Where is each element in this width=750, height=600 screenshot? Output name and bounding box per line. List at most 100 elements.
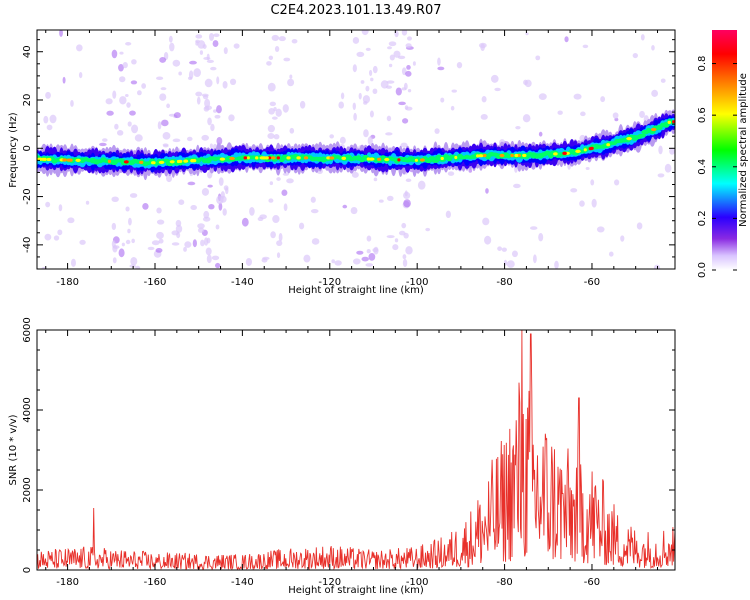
spectral-blob (524, 79, 532, 88)
spectral-blob (131, 59, 137, 65)
spectral-blob (119, 76, 126, 83)
x-tick-label: -120 (318, 577, 341, 588)
spectral-blob (405, 246, 413, 255)
spectral-blob (352, 64, 357, 73)
spectral-blob (417, 180, 426, 190)
spectral-blob (596, 226, 605, 233)
spectral-blob (497, 246, 503, 251)
spectral-blob (127, 228, 131, 234)
spectral-blob (490, 74, 499, 83)
spectral-blob (361, 30, 369, 36)
spectral-blob (484, 235, 492, 245)
spectral-blob (116, 130, 124, 136)
spectral-blob (590, 179, 595, 186)
ridge-peak (178, 159, 183, 163)
ridge-peak (626, 137, 632, 141)
colorbar-ticks: 0.0 0.2 0.4 0.6 0.8 (697, 56, 737, 278)
spectral-blob (511, 250, 518, 258)
spectral-blob (515, 125, 521, 130)
spectral-blob (276, 252, 281, 259)
spectral-blob (213, 33, 220, 38)
spectral-blob (125, 93, 129, 97)
spectral-blob (351, 171, 359, 178)
spectral-blob (168, 35, 173, 43)
spectral-blob (184, 241, 192, 248)
spectral-blob (585, 167, 590, 171)
snr-ylabel: SNR (10 * v/v) (8, 414, 19, 485)
spectral-blob (270, 231, 276, 239)
spectral-blob (186, 136, 193, 142)
spectral-blob (201, 134, 210, 141)
spectral-blob (134, 134, 143, 142)
spectral-blob (360, 80, 365, 84)
spectral-blob (131, 238, 135, 244)
spectral-blob (125, 41, 132, 46)
colorbar-tick-label: 0.0 (697, 262, 708, 278)
spectral-blob (106, 110, 114, 116)
spectral-blob (200, 239, 205, 247)
spectral-blob (157, 121, 162, 130)
spectral-blob (402, 254, 407, 260)
ridge-peak (341, 156, 347, 160)
spectral-blob (368, 69, 373, 77)
ridge-peak (377, 157, 381, 161)
spectral-blob (204, 78, 213, 88)
spectral-blob (394, 238, 399, 243)
spectral-blob (131, 124, 139, 134)
colorbar-tick-label: 0.8 (697, 56, 708, 72)
ridge-peak (326, 156, 331, 160)
colorbar-tick-label: 0.4 (697, 159, 708, 175)
spectral-blob (114, 123, 119, 130)
ridge-peak (510, 153, 514, 158)
ridge-peak (575, 149, 581, 153)
spectral-blob (155, 247, 163, 253)
spectral-blob (395, 87, 402, 96)
ridge-peak (276, 156, 280, 160)
spectral-blob (340, 92, 345, 100)
x-tick-label: -160 (144, 277, 167, 288)
spectral-blob (141, 83, 147, 89)
ridge-peak (650, 127, 657, 132)
spectral-blob (195, 39, 200, 44)
spectral-blob (406, 65, 411, 70)
spectral-blob (49, 114, 57, 124)
spectral-blob (451, 89, 458, 93)
spectral-blob (176, 232, 181, 239)
spectral-blob (193, 68, 201, 77)
spectral-blob (190, 205, 197, 211)
spectral-blob (276, 177, 281, 181)
spectral-blob (271, 34, 280, 42)
ridge-peak (246, 156, 250, 160)
ridge-peak (583, 148, 587, 152)
spectral-blob (204, 98, 211, 108)
ridge-peak (414, 158, 418, 162)
spectral-blob (223, 47, 228, 55)
spectral-blob (161, 119, 169, 127)
spectral-blob (127, 121, 132, 127)
spectral-blob (43, 115, 49, 124)
spectral-blob (158, 238, 164, 244)
spectral-blob (229, 78, 237, 86)
spectral-blob (162, 132, 171, 140)
spectral-blob (216, 105, 222, 114)
spectral-blob (525, 32, 529, 36)
spectral-blob (214, 114, 221, 119)
spectral-blob (206, 59, 214, 63)
spectral-blob (573, 93, 582, 100)
spectral-blob (580, 111, 586, 117)
ridge-peak (588, 147, 593, 151)
spectral-blob (245, 257, 252, 266)
ridge-peak (303, 156, 309, 160)
spectral-blob (159, 57, 167, 63)
spectral-blob (554, 260, 559, 269)
spectral-blob (639, 110, 645, 119)
ridge-peak (440, 156, 444, 161)
spectral-blob (210, 66, 217, 71)
spectral-blob (208, 204, 215, 210)
spectral-blob (437, 57, 441, 66)
spectral-blob (129, 193, 138, 198)
spectral-blob (620, 235, 625, 242)
ridge-peak (255, 156, 259, 160)
spectral-blob (404, 190, 408, 197)
spectral-blob (425, 227, 431, 232)
